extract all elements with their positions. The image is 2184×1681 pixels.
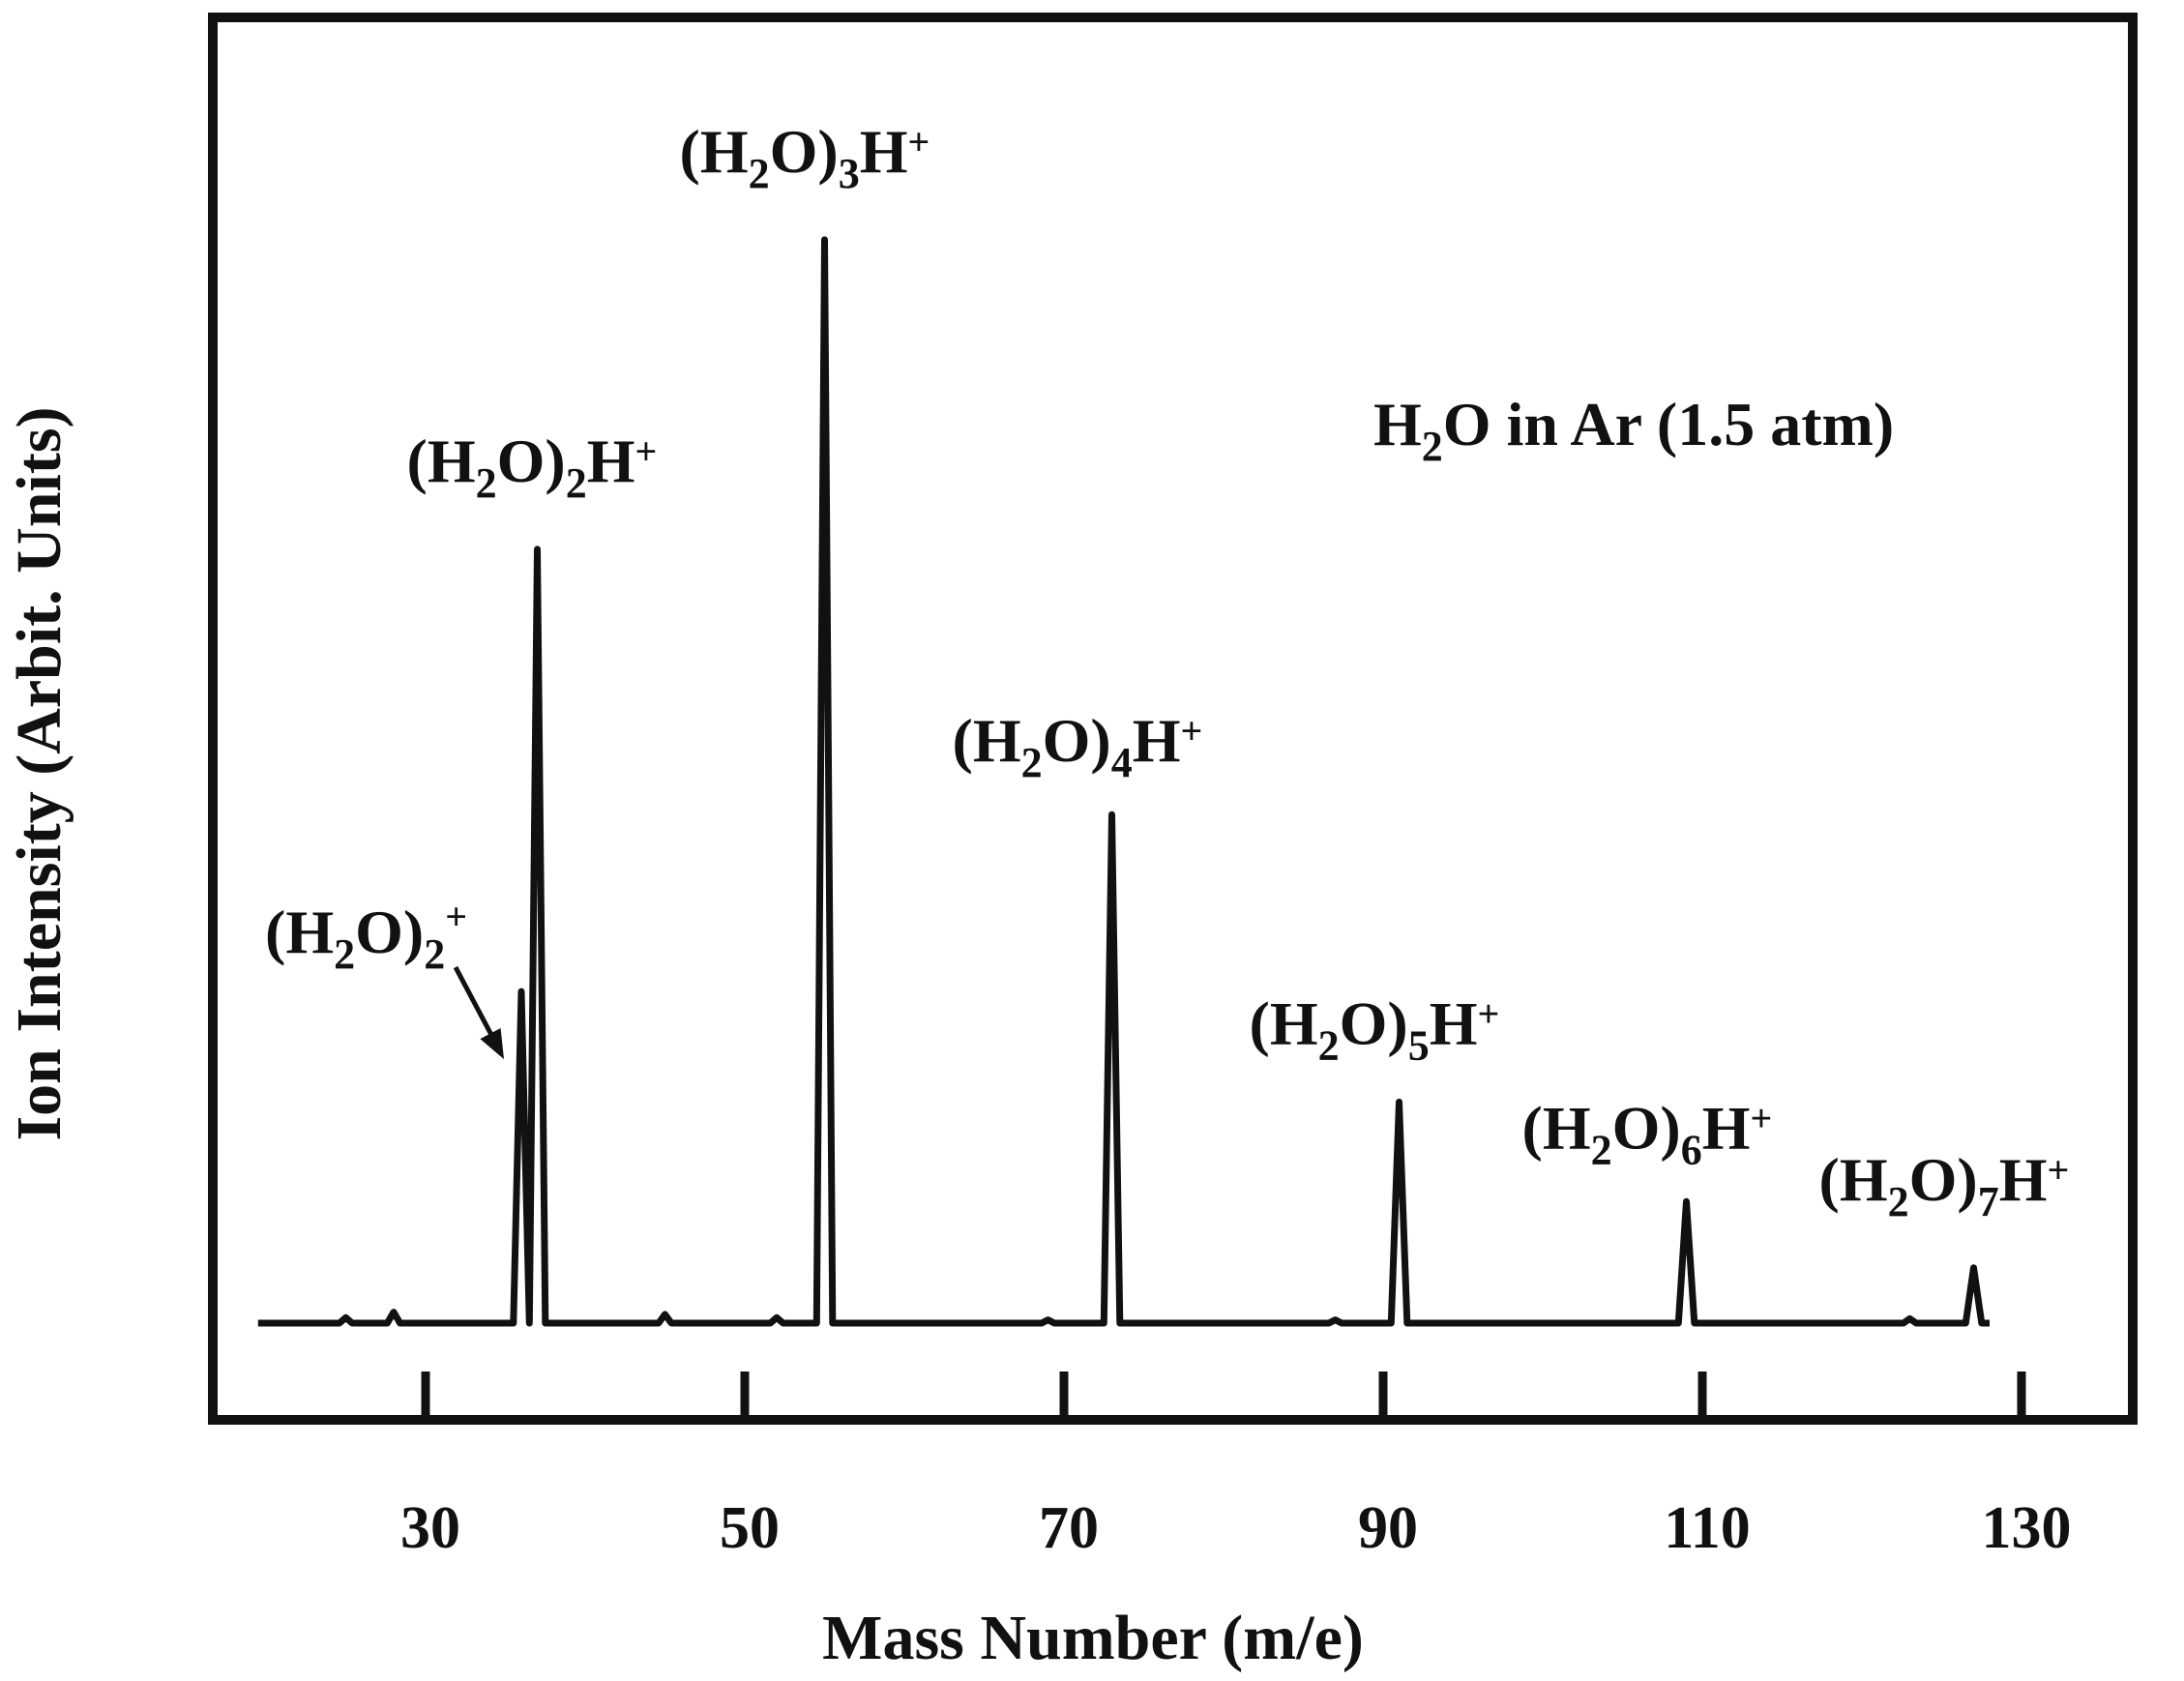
x-tick-label: 110 [1664,1495,1751,1561]
plot-frame [208,13,2138,1425]
annotation-rest: O in Ar (1.5 atm) [1443,390,1894,458]
spectrum-trace [257,236,1990,1327]
annotation-arrow-head [480,1028,504,1060]
peak-label: (H2O)2H+ [407,427,658,507]
annotation-sub: 2 [1422,423,1443,470]
peak-label: (H2O)2+ [265,895,467,978]
x-axis-ticks: 30 50 70 90 110 130 [400,1371,2072,1561]
x-tick-label: 30 [400,1495,460,1561]
peak-label: (H2O)7H+ [1819,1145,2070,1225]
peak-labels: (H2O)2+ (H2O)2H+ (H2O)3H+ (H2O)4H+ (H2O)5H+ (… [265,117,2069,1225]
chart-annotation: H2O in Ar (1.5 atm) [1373,390,1894,470]
peak-label: (H2O)5H+ [1250,988,1500,1069]
x-tick-label: 90 [1358,1495,1418,1561]
x-axis-title: Mass Number (m/e) [822,1603,1364,1673]
x-tick-label: 130 [1982,1495,2072,1561]
x-tick-label: 50 [720,1495,780,1561]
y-axis-title: Ion Intensity (Arbit. Units) [4,406,74,1140]
annotation-h: H [1373,390,1422,458]
peak-label: (H2O)3H+ [680,117,930,197]
peak-label: (H2O)4H+ [953,706,1203,786]
peak-label: (H2O)6H+ [1522,1093,1773,1173]
x-tick-label: 70 [1039,1495,1099,1561]
